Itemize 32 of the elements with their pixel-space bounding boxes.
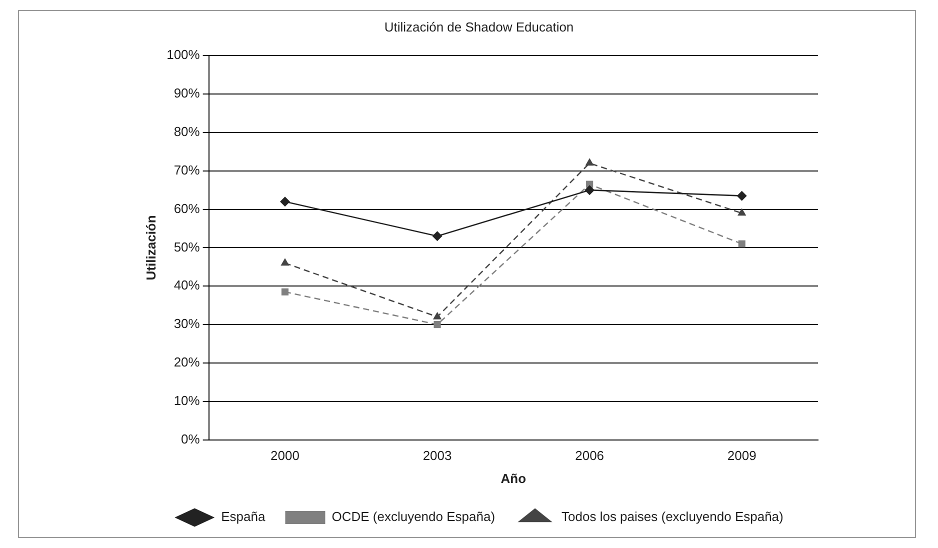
y-tick-label: 100% <box>166 47 200 62</box>
point <box>584 185 595 196</box>
x-tick-label: 2000 <box>270 448 300 464</box>
y-tick-label: 0% <box>181 431 200 446</box>
chart-title: Utilización de Shadow Education <box>384 19 574 34</box>
x-tick-label: 2006 <box>575 448 604 464</box>
x-tick-label: 2003 <box>422 448 452 464</box>
legend-label: España <box>221 509 266 524</box>
point <box>585 158 594 166</box>
point <box>432 312 442 320</box>
point <box>280 196 290 207</box>
point <box>738 240 746 248</box>
point <box>280 258 290 266</box>
y-tick-label: 60% <box>174 200 200 216</box>
y-tick-label: 10% <box>174 392 200 408</box>
point <box>281 288 289 296</box>
point <box>736 190 747 201</box>
x-axis-title: Año <box>500 470 526 486</box>
y-tick-label: 30% <box>174 316 200 332</box>
y-axis-title: Utilización <box>143 215 158 280</box>
point <box>738 208 746 216</box>
y-tick-label: 20% <box>174 354 200 370</box>
legend-label: OCDE (excluyendo España) <box>332 509 496 524</box>
y-tick-label: 40% <box>174 278 200 293</box>
x-tick-label: 2009 <box>727 448 756 464</box>
y-tick-label: 70% <box>174 162 200 178</box>
point <box>432 231 442 242</box>
y-tick-label: 90% <box>174 86 200 101</box>
point <box>434 321 441 328</box>
legend-label: Todos los paises (excluyendo España) <box>562 509 784 524</box>
y-tick-label: 80% <box>174 124 200 140</box>
y-tick-label: 50% <box>174 239 200 254</box>
